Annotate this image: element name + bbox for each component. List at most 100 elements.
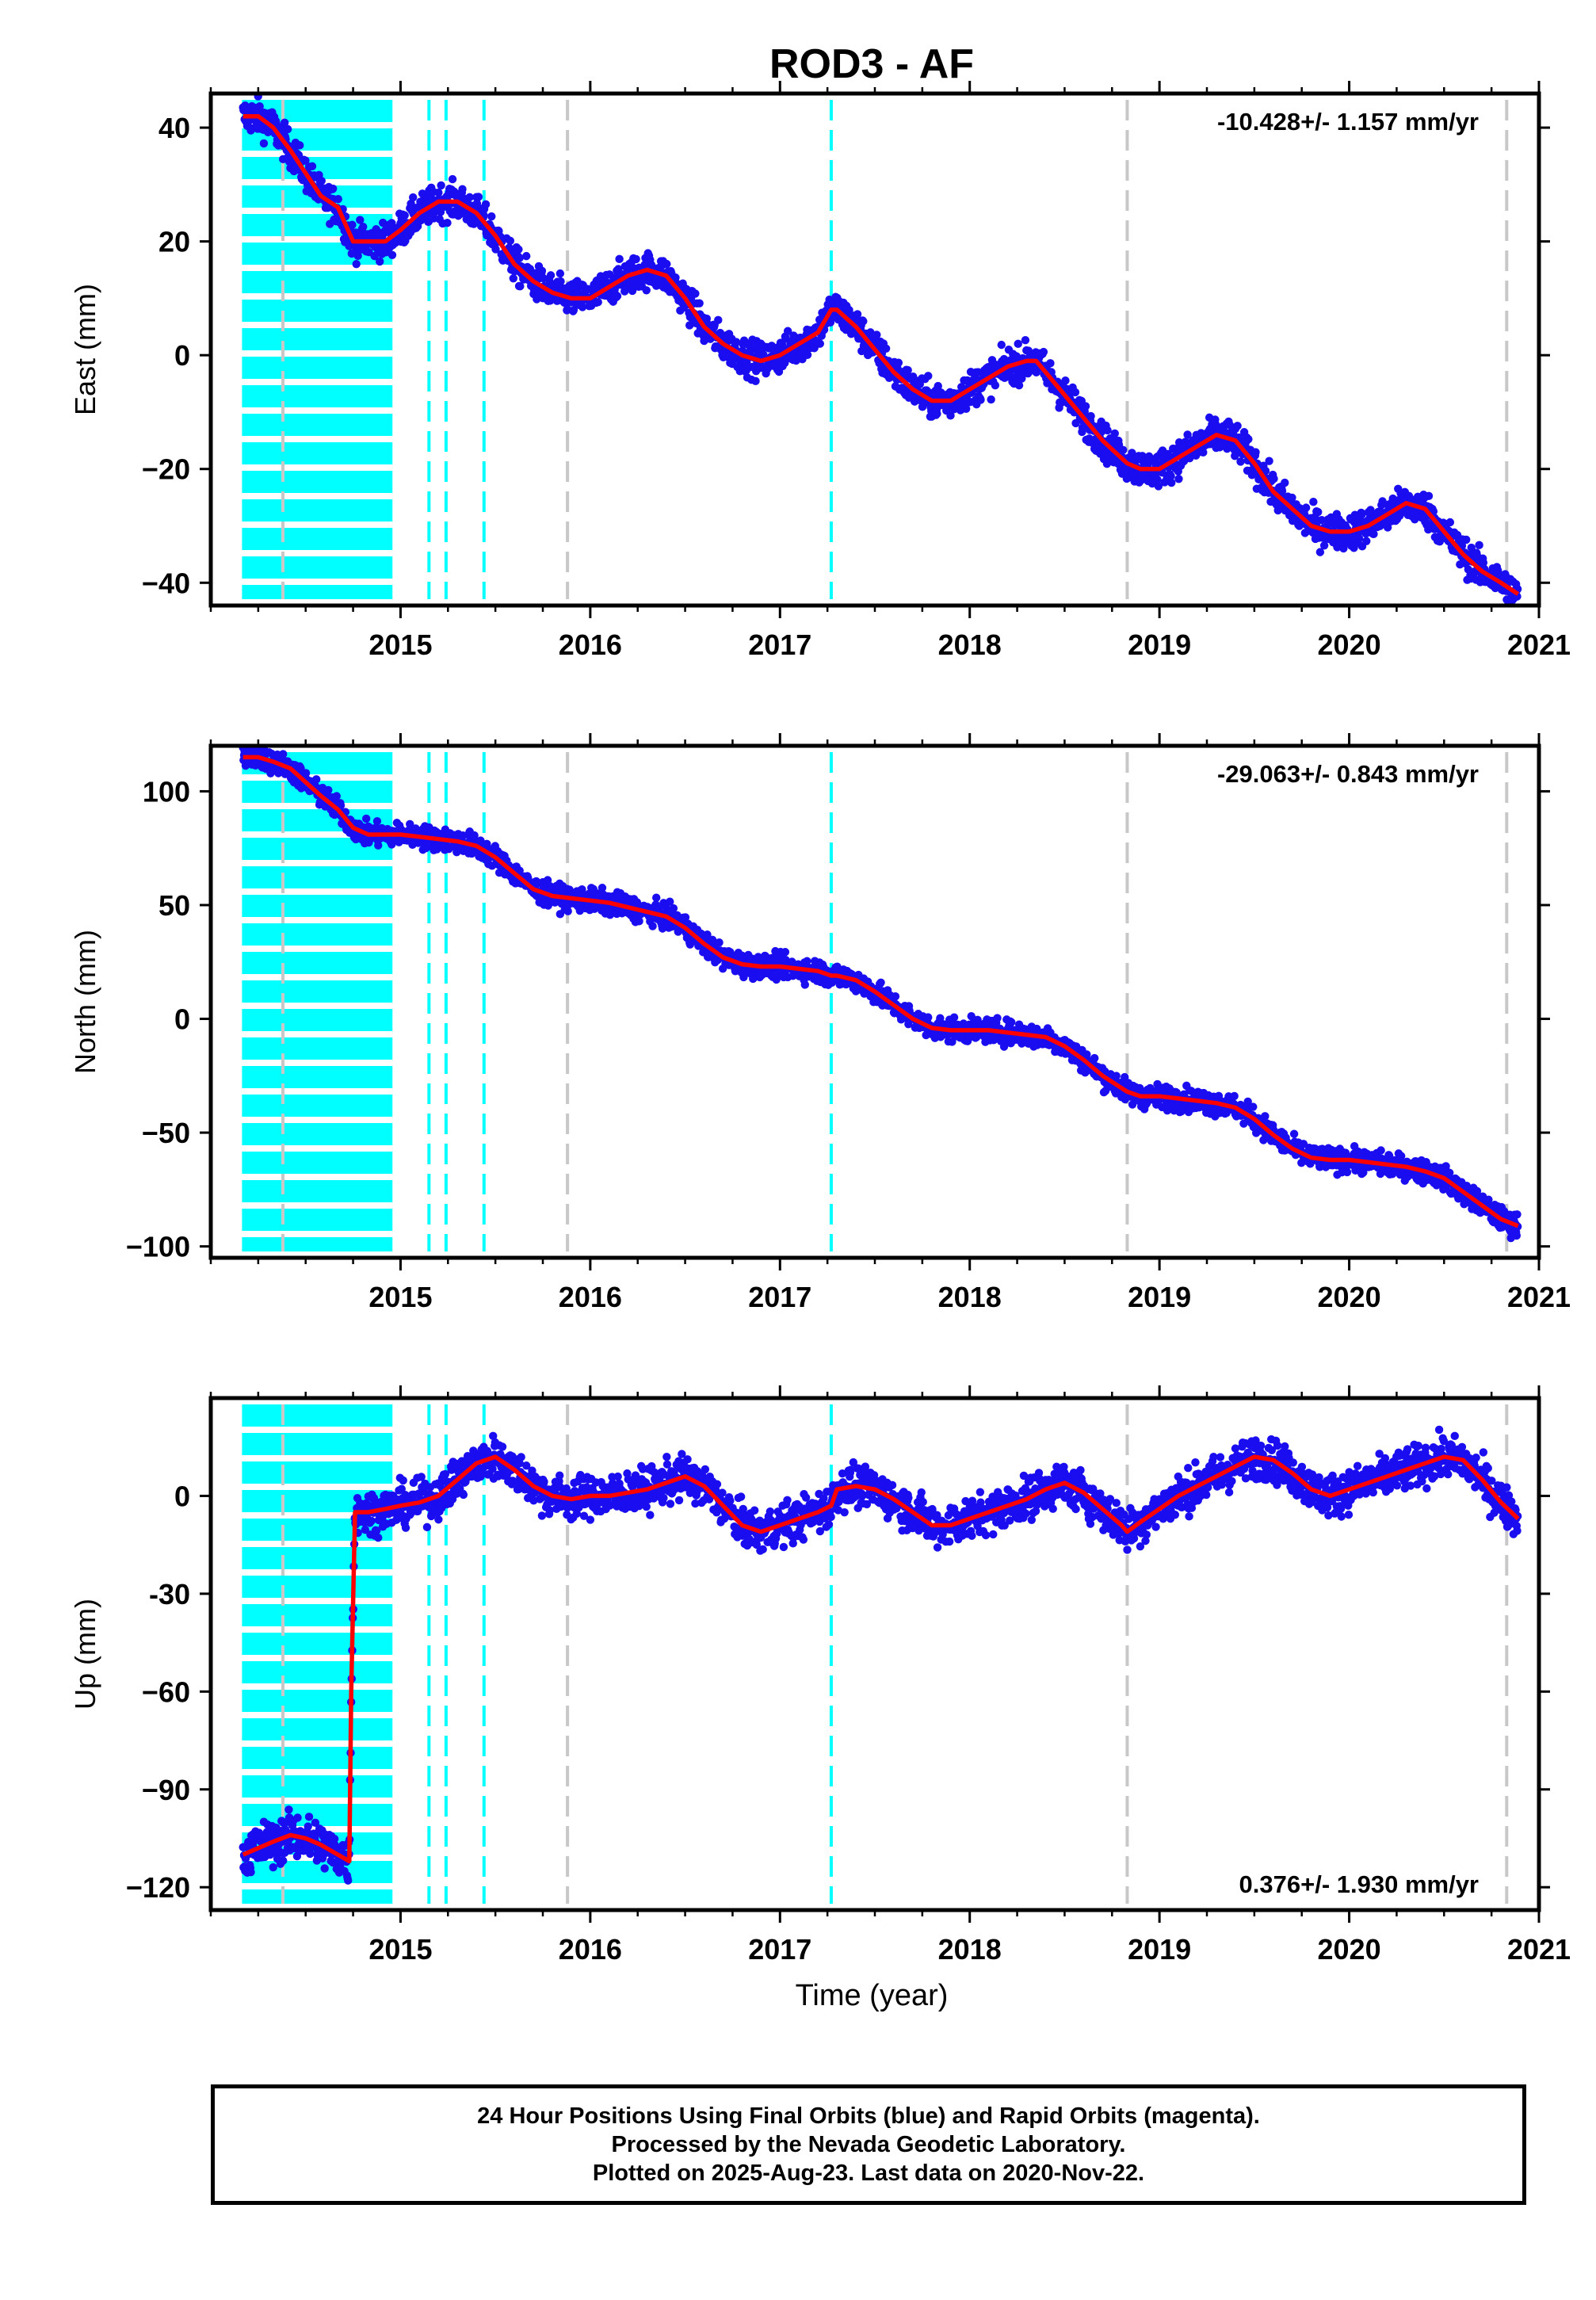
data-point: [934, 381, 942, 391]
data-point: [1233, 422, 1242, 430]
data-point: [1081, 402, 1090, 411]
x-tick-label: 2017: [748, 628, 811, 661]
data-point: [487, 212, 496, 221]
data-point: [1086, 411, 1095, 421]
data-point: [666, 897, 674, 906]
data-point: [1007, 1018, 1016, 1026]
data-point: [537, 266, 547, 276]
data-point: [332, 792, 341, 800]
data-point: [1039, 347, 1048, 357]
trend-line: [242, 113, 1520, 596]
data-point: [1103, 426, 1112, 435]
data-point: [1411, 515, 1419, 524]
data-point: [556, 269, 565, 278]
data-point: [1378, 497, 1387, 506]
data-point: [613, 292, 622, 300]
data-point: [543, 876, 552, 884]
x-tick-label: 2015: [368, 628, 432, 661]
data-point: [662, 259, 671, 269]
data-point: [583, 285, 592, 293]
data-point: [1342, 1167, 1352, 1177]
figure-title: ROD3 - AF: [769, 41, 974, 87]
data-point: [1362, 537, 1371, 545]
data-point: [695, 299, 704, 308]
data-point: [311, 775, 321, 784]
data-point: [781, 948, 790, 957]
data-point: [307, 162, 317, 171]
data-point: [1475, 541, 1483, 550]
data-point: [708, 935, 717, 945]
data-point: [324, 785, 333, 795]
data-point: [714, 315, 723, 325]
data-point: [751, 376, 760, 386]
data-point: [491, 245, 500, 254]
data-point: [378, 218, 388, 227]
data-point: [739, 972, 748, 982]
data-point: [876, 978, 885, 987]
data-point: [1046, 359, 1055, 368]
y-tick-label: 0: [174, 339, 190, 372]
data-point: [509, 274, 518, 283]
data-point: [356, 216, 365, 224]
data-point: [1354, 533, 1364, 543]
data-point: [1249, 1102, 1258, 1111]
data-point: [409, 193, 418, 202]
data-point: [372, 816, 382, 826]
x-tick-label: 2019: [1128, 628, 1191, 661]
data-point: [933, 409, 941, 418]
data-point: [1359, 1168, 1368, 1177]
data-point: [301, 156, 310, 165]
data-point: [472, 199, 482, 208]
data-point: [1174, 475, 1183, 483]
data-point: [474, 193, 483, 201]
data-point: [642, 286, 651, 295]
data-point: [1424, 491, 1434, 501]
data-point: [1014, 339, 1022, 349]
data-point: [407, 199, 415, 208]
data-point: [246, 124, 256, 133]
data-point: [1244, 434, 1253, 444]
data-point: [1383, 523, 1392, 532]
data-point: [388, 250, 397, 259]
data-point: [328, 184, 338, 193]
data-point: [1281, 478, 1289, 487]
data-point: [556, 277, 565, 286]
data-point: [516, 281, 525, 291]
x-tick-label: 2018: [938, 628, 1002, 661]
data-point: [632, 254, 640, 264]
data-point: [803, 350, 812, 359]
data-point: [987, 395, 995, 404]
data-point: [1090, 1053, 1099, 1063]
data-point: [1315, 548, 1325, 556]
data-point: [1154, 482, 1163, 491]
data-point: [936, 1014, 945, 1022]
data-point: [365, 247, 373, 257]
rate-label: -10.428+/- 1.157 mm/yr: [1217, 108, 1479, 136]
data-point: [448, 174, 457, 184]
data-point: [1199, 448, 1208, 457]
data-point: [353, 251, 362, 260]
data-point: [669, 904, 678, 913]
data-point: [924, 372, 933, 380]
data-point: [1461, 535, 1471, 544]
y-tick-label: −40: [142, 567, 190, 599]
data-point: [1288, 493, 1296, 502]
data-point: [715, 938, 724, 947]
data-point: [1369, 529, 1378, 539]
data-point: [997, 340, 1006, 350]
data-point: [1236, 457, 1245, 466]
data-point: [628, 286, 637, 296]
data-point: [993, 1014, 1002, 1022]
data-point: [1243, 1097, 1252, 1106]
data-point: [359, 223, 368, 231]
data-point: [1388, 1170, 1397, 1179]
data-point: [437, 181, 445, 190]
data-point: [1319, 541, 1329, 550]
data-point: [334, 194, 342, 204]
data-point: [476, 836, 485, 845]
data-point: [598, 884, 607, 892]
data-point: [1110, 429, 1119, 438]
data-point: [783, 327, 792, 335]
